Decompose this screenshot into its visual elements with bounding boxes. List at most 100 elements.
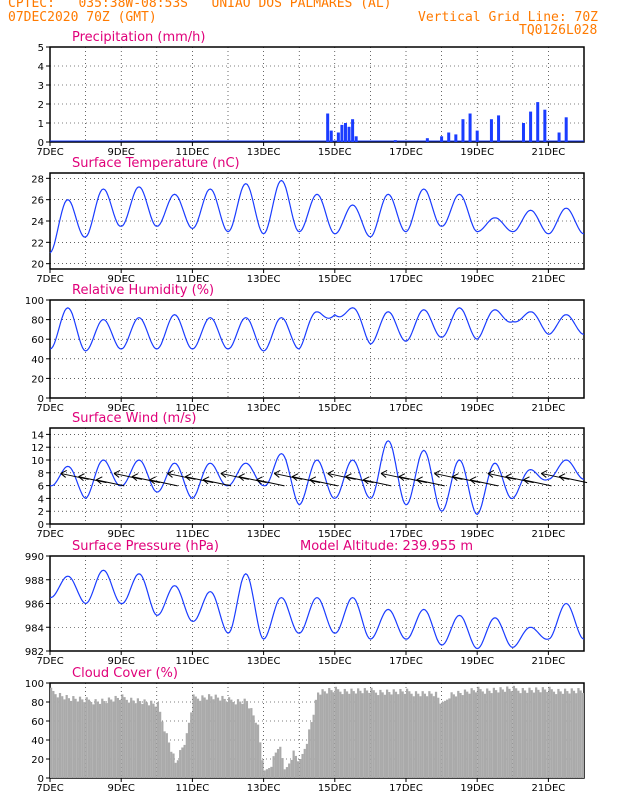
wind-barb [523,476,552,487]
cloud-bar [90,702,93,778]
precip-bar [475,130,479,142]
cloud-bar [259,742,262,778]
wind-barb-shaft [469,479,499,487]
chart-title: Surface Pressure (hPa) [72,539,219,554]
cloud-bar [65,694,68,778]
cloud-bar [123,697,126,778]
wind-barb-shaft [185,476,214,484]
wind-barb-head [362,479,369,485]
cloud-bar [359,690,362,778]
cloud-bar [323,691,326,778]
x-tick-label: 7DEC [36,274,63,285]
cloud-bar [419,696,422,778]
cloud-bar [399,688,402,778]
wind-barb-head [113,469,121,474]
x-tick-label: 9DEC [108,147,135,158]
cloud-bar [261,760,264,778]
precip-bar [454,134,458,142]
cloud-bar [156,702,160,778]
cloud-bar [448,698,451,778]
x-tick-label: 13DEC [247,147,281,158]
y-tick-label: 14 [31,430,44,441]
cloud-bar [543,689,547,778]
wind-barb-shaft [398,476,427,484]
cloud-bar [301,753,304,778]
wind-barb-head [220,473,227,478]
header-grid-line: Vertical Grid Line: 70Z [418,10,599,25]
x-tick-label: 7DEC [36,656,63,667]
cloud-bar [52,690,55,778]
wind-barb-shaft [96,479,125,487]
wind-barb-head [149,476,156,481]
cloud-bar [385,689,389,778]
cloud-bar [450,692,453,778]
wind-barb [416,476,445,487]
cloud-bar [537,689,540,778]
x-tick-label: 19DEC [460,274,494,285]
cloud-bar [526,692,529,778]
cloud-bar [127,702,131,778]
wind-barb-head [256,476,263,481]
wind-barb-head [220,469,228,474]
wind-barb [469,476,499,487]
wind-barb [487,469,516,480]
cloud-bar [559,691,562,778]
cloud-bar [546,691,549,778]
y-tick-label: 988 [25,576,44,587]
x-tick-label: 7DEC [36,403,63,414]
cloud-bar [56,697,59,778]
cloud-bar [50,687,53,778]
cloud-bar [430,693,433,778]
precip-bar [461,119,465,142]
cloud-bar [223,698,226,778]
x-tick-label: 9DEC [108,656,135,667]
x-tick-label: 21DEC [532,147,566,158]
cloud-bar [443,700,447,778]
header-date: 07DEC2020 70Z (GMT) [8,10,157,25]
cloud-bar [414,691,418,778]
cloud-bar [143,699,146,778]
cloud-bar [365,690,369,778]
wind-barb-shaft [113,472,143,480]
y-tick-label: 26 [31,196,44,207]
wind-barb [327,469,356,480]
cloud-bar [263,770,266,778]
wind-barb [220,469,249,480]
cloud-bar [74,698,77,778]
wind-barb-shaft [291,476,321,484]
wind-barb-head [345,473,352,478]
cloud-bar [110,699,113,778]
wind-barb-head [398,473,406,478]
series-line [49,307,585,352]
wind-barb-shaft [202,479,232,487]
y-tick-label: 2 [38,507,44,518]
y-tick-label: 0 [38,520,44,531]
x-tick-label: 15DEC [318,656,352,667]
cloud-bar [54,694,57,778]
y-tick-label: 4 [38,494,44,505]
cloud-bar [439,703,442,778]
cloud-bar [152,703,155,778]
cloud-bar [245,701,249,778]
wind-barb-head [469,479,476,485]
cloud-bar [228,697,231,778]
cloud-bar [557,688,560,778]
y-tick-label: 984 [25,623,44,634]
cloud-bar [497,692,500,778]
wind-barb-shaft [505,476,534,484]
cloud-bar [523,690,527,778]
wind-barb-head [131,476,138,482]
wind-barb-head [487,473,494,478]
cloud-bar [125,699,128,778]
wind-barb-head [469,476,477,481]
wind-barb-shaft [78,476,107,484]
y-tick-label: 60 [31,717,44,728]
precip-bar [529,111,533,142]
cloud-bar [252,715,255,778]
cloud-bar [112,701,115,778]
wind-barb-shaft [327,472,356,480]
cloud-bar [535,687,538,778]
cloud-bar [423,693,427,778]
cloud-bar [230,699,233,778]
cloud-bar [532,692,536,778]
